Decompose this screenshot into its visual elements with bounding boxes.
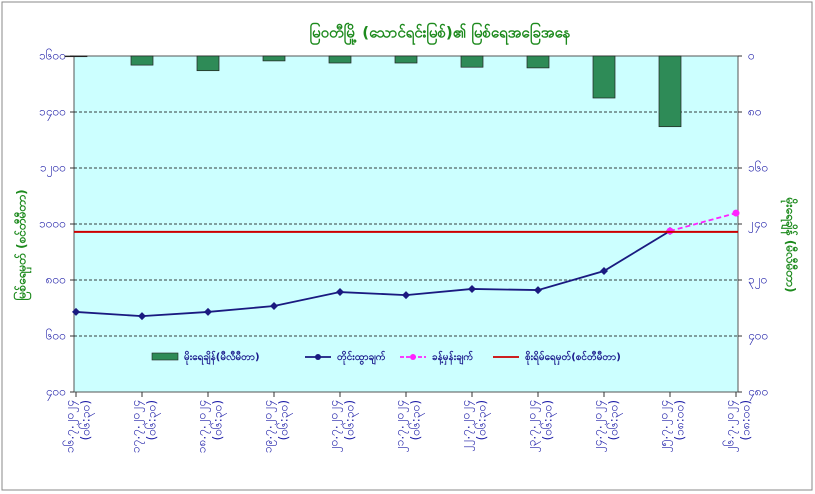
marker xyxy=(732,209,740,217)
y-tick-label: ၄၀၀ xyxy=(46,385,66,402)
legend-label: မိုးရေချိန်(မီလီမီတာ) xyxy=(184,350,260,366)
x-tick-label: ၁၇.၇.၂၀၂၄ xyxy=(129,400,146,453)
x-tick-label: (၀၆:၃၀) xyxy=(210,400,228,440)
bar xyxy=(64,55,88,58)
line xyxy=(669,212,737,232)
marker xyxy=(270,302,278,311)
x-tick-label: ၁၆.၇.၂၀၂၄ xyxy=(62,400,80,453)
bar xyxy=(262,55,286,62)
x-tick-label: (၀၆:၃၀) xyxy=(78,400,96,440)
x-tick-label: ၂၆.၇.၂၀၂၄ xyxy=(722,400,740,452)
x-tick-label: (၀၆:၃၀) xyxy=(540,400,558,440)
x-tick-label: ၂၄.၇.၂၀၂၄ xyxy=(591,400,608,452)
x-tick-label: ၂၁.၇.၂၀၂၄ xyxy=(393,400,410,452)
x-tick-label: (၁၈:၀၀) xyxy=(739,400,753,441)
y-axis-title: မြစ်ရေမှတ် (စင်တီမီတာ) xyxy=(12,189,33,300)
x-tick-label: ၁၈.၇.၂၀၂၄ xyxy=(195,400,212,453)
bar xyxy=(328,55,352,64)
bar xyxy=(658,55,682,128)
x-tick-label: ၂၃.၇.၂၀၂၄ xyxy=(525,400,542,452)
marker xyxy=(336,288,344,297)
x-tick-label: (၀၆:၃၀) xyxy=(408,400,426,440)
legend-marker xyxy=(315,354,321,360)
x-tick-label: (၀၆:၃၀) xyxy=(342,400,360,440)
x-tick-label: ၁၉.၇.၂၀၂၄ xyxy=(261,400,278,453)
x-tick-label: (၀၆:၃၀) xyxy=(474,400,492,440)
y-tick-label: ၁၂၀၀ xyxy=(40,161,66,178)
bar xyxy=(394,55,418,64)
marker xyxy=(534,286,542,295)
legend-label: စိုးရိမ်ရေမှတ်(စင်တီမီတာ) xyxy=(525,350,621,366)
marker xyxy=(468,284,476,293)
y2-tick-label: ၂၄၀ xyxy=(748,217,767,234)
y-tick-label: ၁၄၀၀ xyxy=(39,105,66,122)
legend-marker xyxy=(410,354,416,360)
x-tick-label: ၂၂.၇.၂၀၂၄ xyxy=(459,400,476,451)
line xyxy=(75,230,671,318)
bar xyxy=(526,55,550,69)
bar xyxy=(460,55,484,68)
marker xyxy=(600,267,608,276)
legend-swatch xyxy=(151,352,179,361)
marker xyxy=(138,312,146,321)
x-tick-label: (၁၈:၀၀) xyxy=(673,400,687,441)
marker xyxy=(402,291,410,300)
y2-tick-label: ၄၈၀ xyxy=(748,385,768,402)
x-tick-label: (၀၆:၃၀) xyxy=(276,400,294,440)
bar xyxy=(196,55,220,72)
marker xyxy=(204,307,212,316)
marker xyxy=(72,307,80,316)
y-tick-label: ၁၆၀၀ xyxy=(39,48,66,63)
y2-axis-title: မိုးရေချိန် (မီလီမီတာ) xyxy=(780,197,800,293)
y2-tick-label: ၈၀ xyxy=(748,105,762,119)
y2-tick-label: ၁၆၀ xyxy=(748,160,768,175)
legend-label: ခန့်မှန်းချက် xyxy=(432,350,473,366)
y2-tick-label: ၀ xyxy=(748,49,755,63)
y-tick-label: ၁၀၀၀ xyxy=(39,217,66,231)
x-tick-label: (၀၆:၃၀) xyxy=(144,400,162,440)
y2-tick-label: ၄၀၀ xyxy=(748,329,768,346)
y2-tick-label: ၃၂၀ xyxy=(748,273,767,290)
legend-label: တိုင်းထွာချက် xyxy=(337,350,386,366)
y-tick-label: ၆၀၀ xyxy=(46,328,66,343)
x-tick-label: ၂၅.၇.၂၀၂၄ xyxy=(657,400,674,452)
bar xyxy=(130,55,154,66)
y-tick-label: ၈၀၀ xyxy=(46,273,66,287)
x-tick-label: (၀၆:၃၀) xyxy=(606,400,624,440)
x-tick-label: ၂၀.၇.၂၀၂၄ xyxy=(327,400,344,452)
bar xyxy=(592,55,616,99)
